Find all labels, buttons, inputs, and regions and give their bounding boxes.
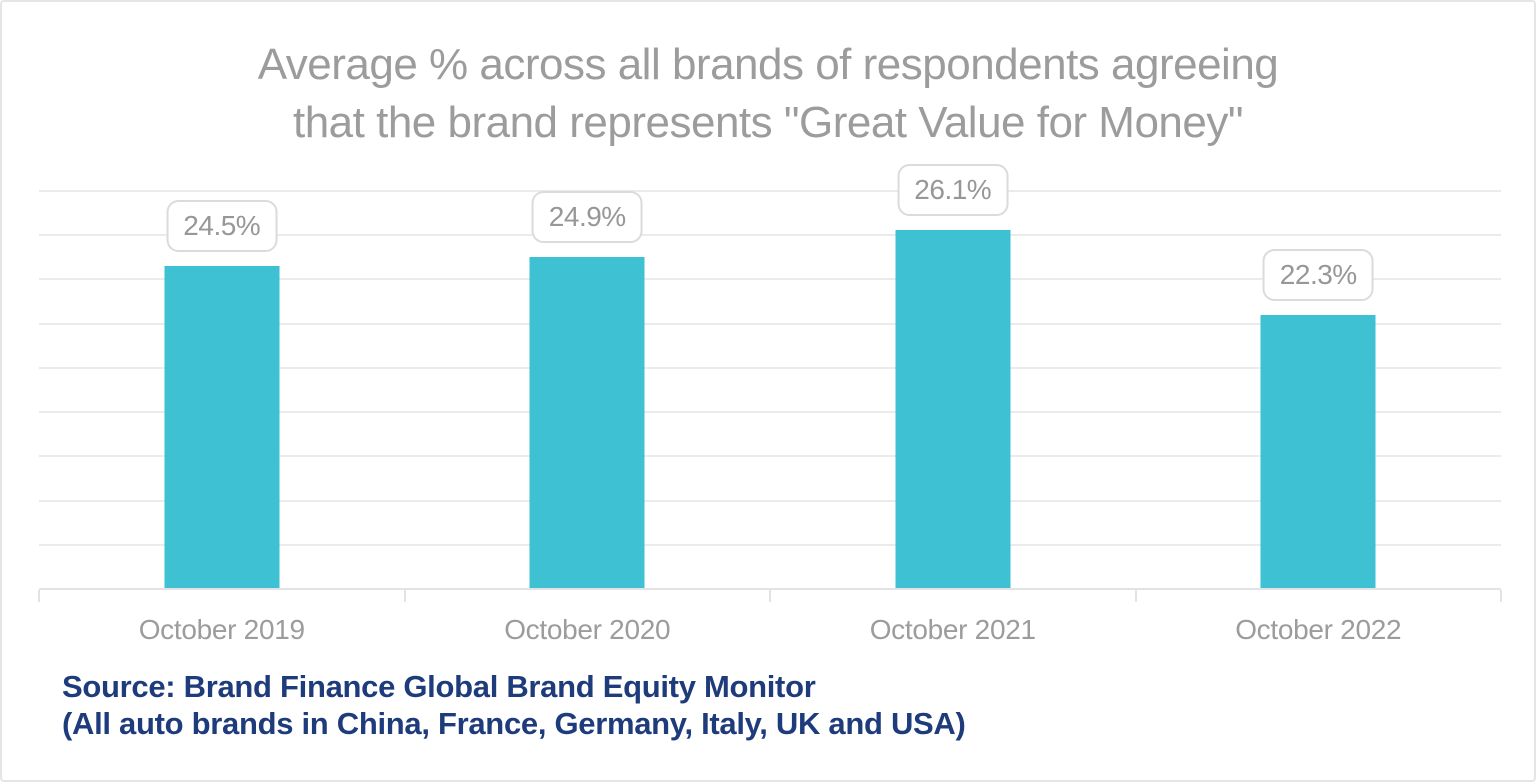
x-axis-label: October 2020 [504,614,671,645]
gridline [39,234,1501,237]
x-axis-tick [769,590,771,602]
chart-title: Average % across all brands of responden… [257,40,1279,148]
x-axis-tick [38,590,40,602]
bar-october-2020 [529,256,645,588]
bar-october-2019 [164,265,280,588]
value-label: 22.3% [1262,248,1374,301]
value-label: 24.9% [531,190,643,243]
x-axis-labels: October 2019 October 2020 October 2021 Octo… [39,614,1501,646]
gridline [39,543,1501,546]
gridline [39,499,1501,502]
bar-october-2022 [1260,314,1376,588]
x-axis-tick [403,590,406,602]
bar-column: 22.3% [1136,190,1502,588]
x-axis-label: October 2022 [1235,614,1402,645]
bar-october-2021 [895,230,1011,588]
source-line-1: Source: Brand Finance Global Brand Equit… [62,669,816,704]
bar-column: 24.9% [405,190,771,588]
gridline [39,278,1501,281]
bar-column: 24.5% [39,190,405,588]
x-axis-label: October 2021 [869,614,1036,645]
gridline [39,366,1501,369]
value-label: 26.1% [897,164,1009,217]
x-axis-label: October 2019 [138,614,305,645]
gridline [39,411,1501,414]
plot-area: 24.5% 24.9% 26.1% 22.3% [38,164,1502,602]
gridline [39,190,1501,192]
x-axis-tick [1134,590,1137,602]
value-label: 24.5% [166,199,278,252]
x-axis-tick [1500,590,1502,602]
source-line-2: (All auto brands in China, France, Germa… [62,706,966,741]
source-note: Source: Brand Finance Global Brand Equit… [62,668,966,742]
gridline [39,322,1501,325]
gridline [39,455,1501,458]
bar-column: 26.1% [770,164,1136,588]
